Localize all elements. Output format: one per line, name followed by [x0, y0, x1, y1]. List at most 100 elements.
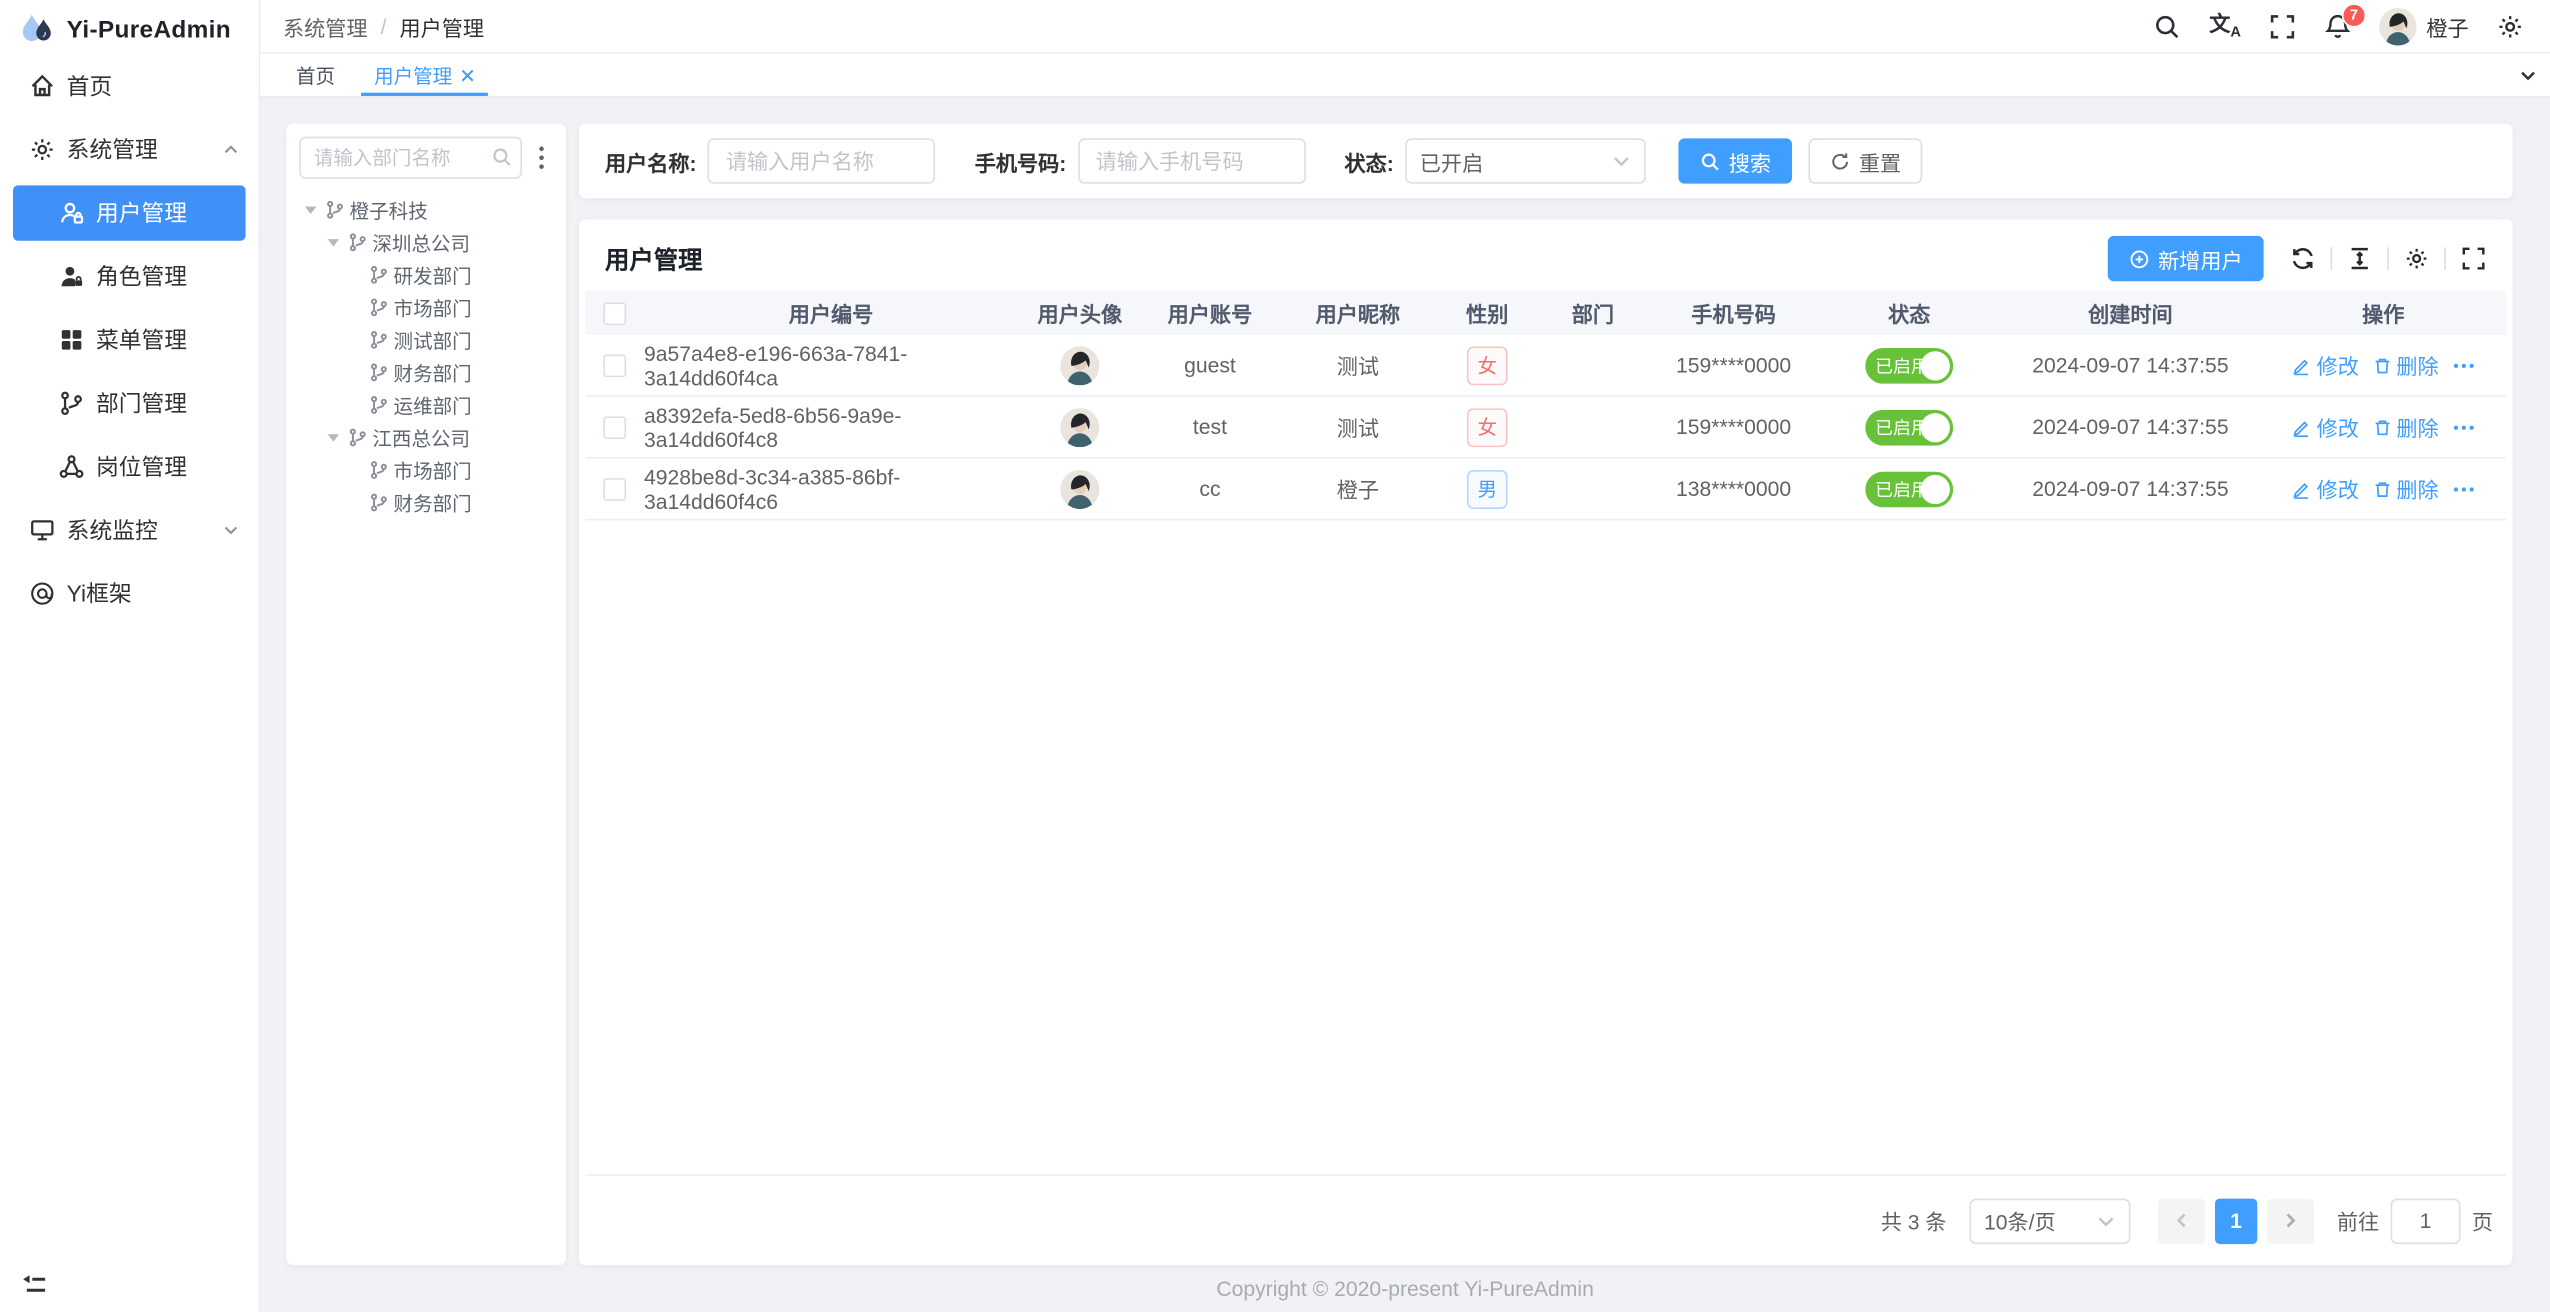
- col-header: 用户账号: [1167, 302, 1253, 327]
- more-actions-icon[interactable]: [2452, 354, 2475, 377]
- user-icon: [61, 202, 84, 224]
- user-avatar: [2379, 7, 2417, 45]
- chevron-down-icon: [224, 526, 238, 535]
- goto-page-input[interactable]: [2390, 1197, 2461, 1244]
- fullscreen-icon[interactable]: [2269, 12, 2297, 40]
- phone-input[interactable]: [1077, 138, 1306, 184]
- caret-down-icon[interactable]: [324, 233, 344, 253]
- sidebar-item-menus[interactable]: 菜单管理: [0, 312, 259, 367]
- sidebar-item-roles[interactable]: 角色管理: [0, 249, 259, 304]
- username-input[interactable]: [707, 138, 936, 184]
- topbar-actions: 文A 7: [2154, 2, 2524, 45]
- notification-bell[interactable]: 7: [2324, 2, 2367, 40]
- tree-node[interactable]: 市场部门: [299, 291, 553, 324]
- tabs-dropdown-button[interactable]: [2504, 53, 2550, 96]
- caret-down-icon[interactable]: [301, 200, 321, 220]
- row-checkbox[interactable]: [603, 353, 627, 377]
- table-row: a8392efa-5ed8-6b56-9a9e-3a14dd60f4c8 tes…: [585, 397, 2507, 459]
- sidebar-item-users[interactable]: 用户管理: [13, 185, 246, 241]
- more-actions-icon[interactable]: [2452, 416, 2475, 439]
- role-icon: [61, 266, 83, 287]
- refresh-icon[interactable]: [2290, 246, 2316, 272]
- reset-button[interactable]: 重置: [1808, 138, 1923, 184]
- tree-node[interactable]: 研发部门: [299, 259, 553, 292]
- phone-label: 手机号码:: [974, 150, 1067, 175]
- tree-node[interactable]: 江西总公司: [299, 421, 553, 454]
- delete-link[interactable]: 删除: [2372, 350, 2439, 381]
- prev-page-button[interactable]: [2158, 1197, 2206, 1244]
- col-header: 状态: [1888, 302, 1931, 327]
- dept-icon: [370, 265, 387, 284]
- edit-link[interactable]: 修改: [2292, 411, 2359, 442]
- sidebar-item-label: 用户管理: [95, 200, 188, 227]
- breadcrumb-parent[interactable]: 系统管理: [282, 15, 368, 40]
- status-select[interactable]: 已开启: [1405, 138, 1646, 184]
- dept-icon: [349, 233, 366, 252]
- tab-home[interactable]: 首页: [276, 54, 354, 96]
- sidebar-group-system[interactable]: 系统管理: [0, 122, 259, 177]
- dept-icon: [349, 428, 366, 447]
- user-menu[interactable]: 橙子: [2379, 7, 2469, 45]
- chevron-up-icon: [224, 145, 238, 154]
- row-avatar: [1060, 407, 1100, 447]
- chevron-right-icon: [2286, 1213, 2296, 1228]
- sidebar-item-home[interactable]: 首页: [0, 59, 259, 114]
- sidebar-item-posts[interactable]: 岗位管理: [0, 439, 259, 494]
- tree-more-icon[interactable]: [530, 145, 553, 171]
- settings-gear-icon[interactable]: [2496, 12, 2524, 40]
- page-size-select[interactable]: 10条/页: [1969, 1197, 2131, 1244]
- status-toggle[interactable]: 已启用: [1865, 470, 1954, 507]
- cell-nickname: 测试: [1336, 416, 1380, 441]
- status-toggle[interactable]: 已启用: [1865, 347, 1954, 383]
- dept-search-input[interactable]: [299, 136, 523, 179]
- gender-tag: 女: [1467, 345, 1507, 385]
- breadcrumb-separator: /: [380, 13, 387, 39]
- sidebar-item-yi-frame[interactable]: Yi框架: [0, 566, 259, 621]
- chevron-down-icon: [1614, 157, 1629, 167]
- status-select-value: 已开启: [1419, 150, 1484, 175]
- tree-node[interactable]: 橙子科技: [299, 194, 553, 227]
- pagination-total: 共 3 条: [1880, 1209, 1947, 1235]
- tree-node[interactable]: 测试部门: [299, 324, 553, 357]
- search-icon[interactable]: [2154, 12, 2182, 40]
- tree-node[interactable]: 市场部门: [299, 454, 553, 487]
- more-actions-icon[interactable]: [2452, 477, 2475, 500]
- main-area: 系统管理 / 用户管理 文A 7: [260, 0, 2550, 1312]
- refresh-icon: [1832, 152, 1849, 169]
- tab-user-management[interactable]: 用户管理: [355, 54, 495, 96]
- tab-close-icon[interactable]: [460, 67, 475, 82]
- dept-tree: 橙子科技 深圳总公司 研发部门 市场部门: [299, 194, 553, 519]
- table-fullscreen-icon[interactable]: [2461, 246, 2487, 272]
- next-page-button[interactable]: [2266, 1197, 2315, 1244]
- column-settings-icon[interactable]: [2404, 246, 2430, 272]
- row-density-icon[interactable]: [2347, 246, 2373, 272]
- search-form: 用户名称: 手机号码: 状态: 已开启: [578, 123, 2513, 199]
- search-button[interactable]: 搜索: [1678, 138, 1793, 184]
- delete-link[interactable]: 删除: [2372, 411, 2439, 442]
- sidebar-item-depts[interactable]: 部门管理: [0, 376, 259, 431]
- tree-node[interactable]: 财务部门: [299, 356, 553, 389]
- edit-link[interactable]: 修改: [2292, 473, 2359, 504]
- logo-drop-icon: [22, 14, 51, 42]
- edit-link[interactable]: 修改: [2292, 350, 2359, 381]
- translate-icon[interactable]: 文A: [2209, 10, 2241, 40]
- row-avatar: [1060, 469, 1100, 509]
- chevron-down-icon: [2520, 70, 2535, 80]
- row-checkbox[interactable]: [603, 415, 627, 439]
- row-checkbox[interactable]: [603, 477, 627, 501]
- tree-node[interactable]: 运维部门: [299, 389, 553, 422]
- search-icon: [493, 148, 511, 166]
- tree-node[interactable]: 深圳总公司: [299, 226, 553, 259]
- select-all-checkbox[interactable]: [603, 301, 627, 325]
- table-row: 4928be8d-3c34-a385-86bf-3a14dd60f4c6 cc …: [585, 459, 2507, 521]
- sidebar-group-label: 系统监控: [66, 517, 158, 544]
- page-number-1[interactable]: 1: [2214, 1197, 2258, 1244]
- tree-node[interactable]: 财务部门: [299, 486, 553, 519]
- status-toggle[interactable]: 已启用: [1865, 409, 1954, 445]
- sidebar-group-monitor[interactable]: 系统监控: [0, 503, 259, 558]
- caret-down-icon[interactable]: [324, 428, 344, 448]
- top-navbar: 系统管理 / 用户管理 文A 7: [260, 0, 2550, 54]
- delete-link[interactable]: 删除: [2372, 473, 2439, 504]
- add-user-button[interactable]: 新增用户: [2107, 235, 2264, 282]
- sidebar-collapse-icon[interactable]: [20, 1270, 49, 1299]
